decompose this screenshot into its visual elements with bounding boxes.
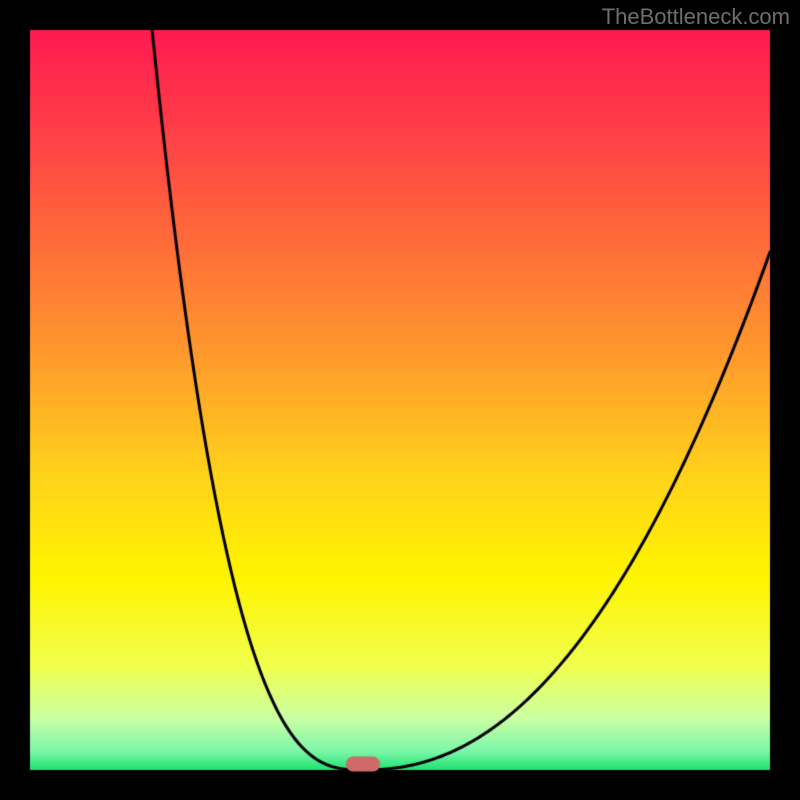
watermark-text: TheBottleneck.com (602, 4, 790, 30)
chart-stage: TheBottleneck.com (0, 0, 800, 800)
bottleneck-curve (0, 0, 800, 800)
